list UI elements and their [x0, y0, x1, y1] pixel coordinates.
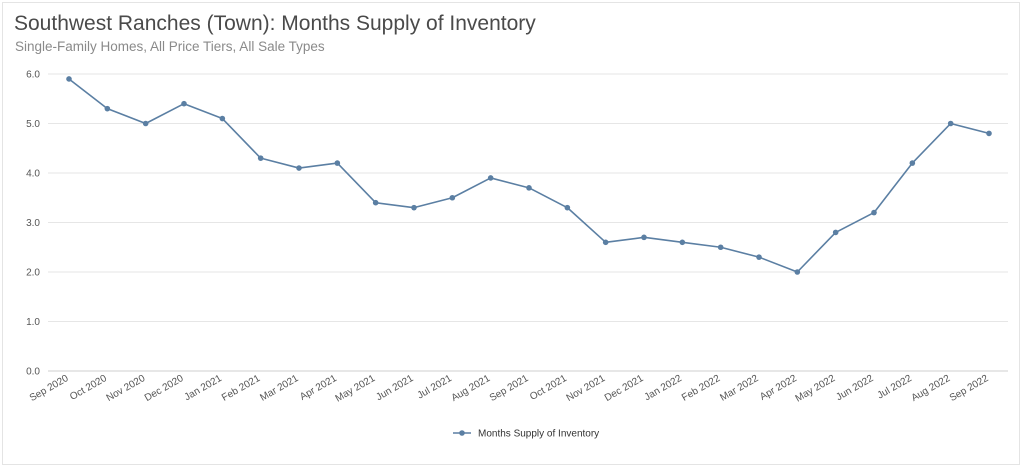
legend-marker [459, 430, 465, 436]
x-tick-label: Aug 2021 [450, 373, 493, 404]
data-point[interactable] [66, 76, 72, 82]
x-tick-label: Feb 2021 [220, 373, 262, 404]
x-tick-label: Mar 2022 [718, 373, 760, 404]
x-tick-label: Mar 2021 [258, 373, 300, 404]
x-tick-label: Apr 2021 [298, 373, 339, 403]
x-tick-label: Sep 2020 [28, 373, 71, 404]
y-tick-label: 6.0 [26, 70, 40, 81]
x-tick-label: Oct 2020 [68, 373, 109, 403]
y-tick-label: 0.0 [26, 367, 40, 378]
y-tick-label: 4.0 [26, 169, 40, 180]
data-point[interactable] [947, 120, 954, 127]
legend-label: Months Supply of Inventory [478, 429, 599, 440]
data-point[interactable] [487, 175, 494, 181]
x-tick-label: Aug 2022 [910, 373, 953, 404]
data-point[interactable] [717, 244, 724, 251]
data-point[interactable] [104, 105, 111, 112]
data-point[interactable] [181, 100, 187, 107]
x-tick-label: May 2022 [794, 373, 838, 405]
data-point[interactable] [871, 209, 877, 216]
data-point[interactable] [641, 234, 647, 241]
x-tick-label: May 2021 [334, 373, 378, 405]
data-point[interactable] [372, 199, 379, 206]
data-point[interactable] [909, 160, 916, 166]
x-tick-label: Nov 2021 [565, 373, 608, 404]
data-point[interactable] [756, 254, 762, 260]
chart-subtitle: Single-Family Homes, All Price Tiers, Al… [15, 39, 325, 54]
x-tick-label: Jan 2021 [183, 373, 225, 403]
data-point[interactable] [449, 194, 456, 201]
data-point[interactable] [219, 115, 226, 122]
data-point[interactable] [564, 204, 571, 211]
legend: Months Supply of Inventory [453, 429, 599, 440]
x-tick-label: Jul 2021 [416, 373, 455, 402]
x-tick-label: Jan 2022 [643, 373, 685, 403]
y-tick-label: 5.0 [26, 119, 40, 130]
grid-lines [48, 73, 1008, 372]
data-point[interactable] [794, 269, 801, 275]
x-tick-label: Dec 2021 [603, 373, 646, 404]
x-tick-label: Dec 2020 [143, 373, 186, 404]
x-tick-label: Sep 2022 [948, 373, 991, 404]
series-points [66, 76, 992, 275]
y-axis-ticks: 0.0 1.0 2.0 3.0 4.0 5.0 6.0 [26, 70, 40, 378]
data-point[interactable] [296, 165, 302, 171]
data-point[interactable] [142, 120, 149, 127]
data-point[interactable] [679, 239, 686, 246]
data-point[interactable] [526, 185, 532, 191]
data-point[interactable] [986, 130, 992, 137]
data-point[interactable] [602, 239, 609, 246]
x-tick-label: Jun 2021 [374, 373, 416, 403]
data-point[interactable] [334, 160, 341, 166]
data-point[interactable] [411, 204, 417, 211]
y-tick-label: 2.0 [26, 268, 40, 279]
data-point[interactable] [832, 229, 839, 236]
data-point[interactable] [257, 155, 264, 161]
x-tick-label: Nov 2020 [105, 373, 148, 404]
x-tick-label: Jul 2022 [876, 373, 915, 402]
y-tick-label: 3.0 [26, 218, 40, 229]
chart-title: Southwest Ranches (Town): Months Supply … [14, 12, 536, 35]
x-tick-label: Apr 2022 [758, 373, 799, 403]
x-tick-label: Oct 2021 [528, 373, 569, 403]
series-lines [68, 78, 990, 273]
x-tick-label: Sep 2021 [488, 373, 531, 404]
series-line [68, 78, 990, 273]
y-tick-label: 1.0 [26, 317, 40, 328]
x-tick-label: Feb 2022 [680, 373, 722, 404]
x-tick-label: Jun 2022 [834, 373, 876, 403]
